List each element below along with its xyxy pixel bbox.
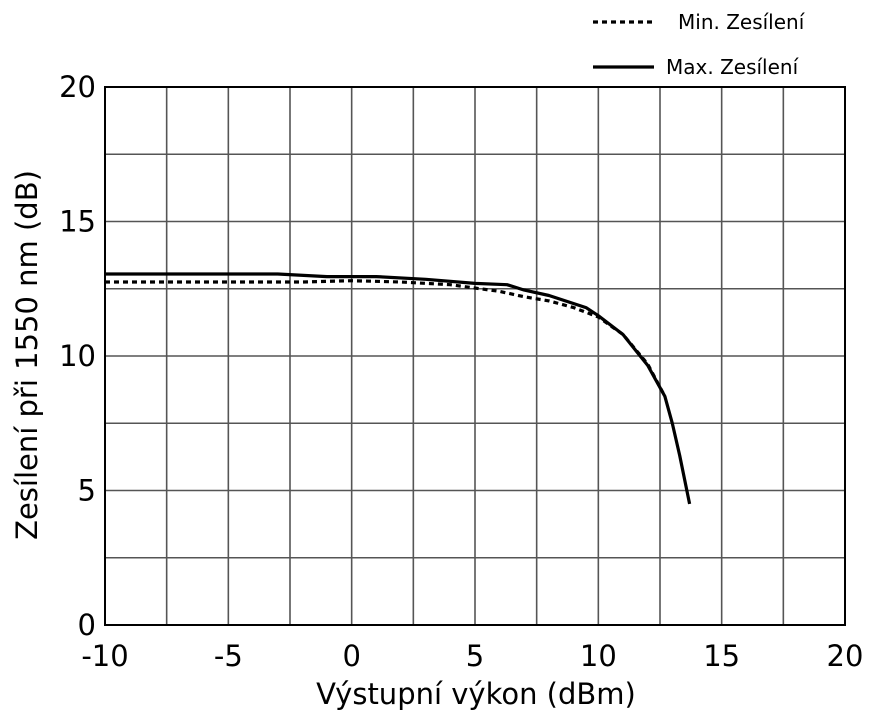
legend-label: Min. Zesílení xyxy=(678,10,806,34)
y-tick-labels: 0 5 10 15 20 xyxy=(59,70,96,642)
series-line-min-zesileni xyxy=(105,279,667,398)
y-tick-label: 10 xyxy=(59,339,96,373)
x-tick-label: 5 xyxy=(466,639,484,673)
x-tick-label: 20 xyxy=(827,639,864,673)
plot-frame xyxy=(104,86,846,626)
x-tick-label: 15 xyxy=(703,639,740,673)
x-tick-label: -5 xyxy=(214,639,243,673)
x-tick-label: 10 xyxy=(580,639,617,673)
y-axis-label: Zesílení při 1550 nm (dB) xyxy=(10,170,44,540)
x-axis-label: Výstupní výkon (dBm) xyxy=(316,677,636,711)
series-lines xyxy=(105,272,692,505)
x-tick-label: 0 xyxy=(342,639,360,673)
y-tick-label: 5 xyxy=(78,474,96,508)
y-tick-label: 20 xyxy=(59,70,96,104)
series-line-max-zesileni xyxy=(105,272,692,505)
y-tick-label: 15 xyxy=(59,205,96,239)
y-tick-label: 0 xyxy=(78,608,96,642)
grid-lines xyxy=(105,87,845,625)
x-tick-label: -10 xyxy=(81,639,128,673)
legend: Min. Zesílení Max. Zesílení xyxy=(593,10,806,79)
legend-label: Max. Zesílení xyxy=(666,55,800,79)
x-tick-labels: -10 -5 0 5 10 15 20 xyxy=(81,639,863,673)
